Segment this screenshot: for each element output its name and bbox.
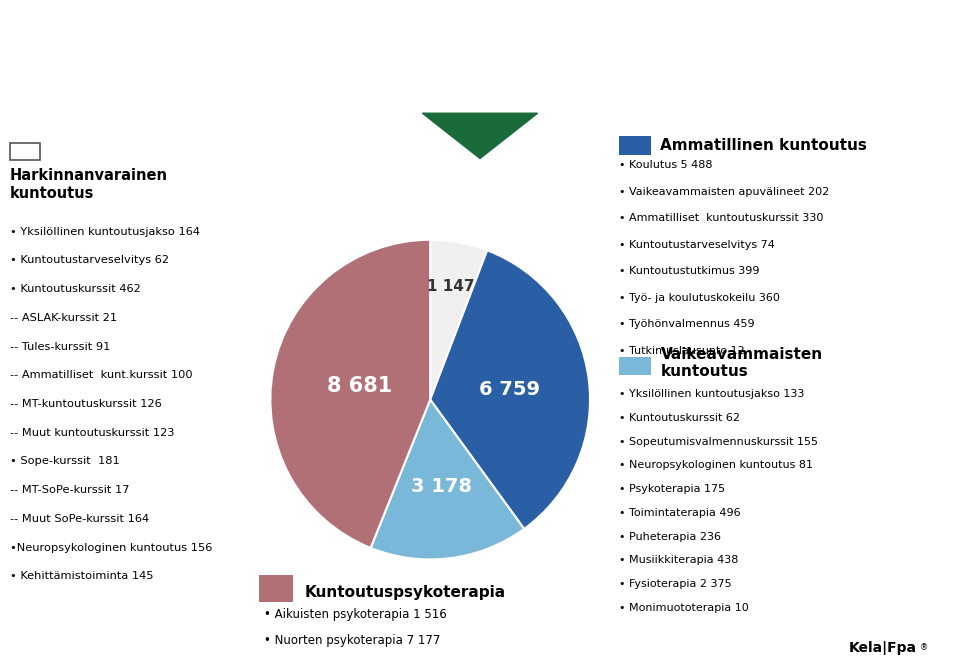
Text: -- MT-SoPe-kurssit 17: -- MT-SoPe-kurssit 17 (10, 486, 129, 496)
Wedge shape (271, 240, 430, 548)
Text: -- Muut kuntoutuskurssit 123: -- Muut kuntoutuskurssit 123 (10, 428, 174, 438)
Text: -- MT-kuntoutuskurssit 126: -- MT-kuntoutuskurssit 126 (10, 399, 161, 409)
Text: • Sope-kurssit  181: • Sope-kurssit 181 (10, 456, 119, 466)
Text: • Nuorten psykoterapia 7 177: • Nuorten psykoterapia 7 177 (264, 635, 441, 647)
Text: • Ammatilliset  kuntoutuskurssit 330: • Ammatilliset kuntoutuskurssit 330 (619, 213, 824, 223)
Text: • Kuntoutuskurssit 62: • Kuntoutuskurssit 62 (619, 413, 740, 423)
Text: • Sopeutumisvalmennuskurssit 155: • Sopeutumisvalmennuskurssit 155 (619, 437, 818, 447)
Text: • Työhönvalmennus 459: • Työhönvalmennus 459 (619, 320, 755, 330)
Text: -- Muut SoPe-kurssit 164: -- Muut SoPe-kurssit 164 (10, 514, 149, 524)
Text: 8 681: 8 681 (327, 376, 393, 396)
Text: • Kuntoutustarveselvitys 62: • Kuntoutustarveselvitys 62 (10, 255, 169, 265)
Text: 3 178: 3 178 (411, 478, 471, 496)
Text: 6 759: 6 759 (479, 380, 540, 398)
Text: • Vaikeavammaisten apuvälineet 202: • Vaikeavammaisten apuvälineet 202 (619, 186, 829, 196)
Text: • Tutkimuslausunto 12: • Tutkimuslausunto 12 (619, 346, 745, 356)
Text: -- Tules-kurssit 91: -- Tules-kurssit 91 (10, 342, 110, 352)
Text: -- Ammatilliset  kunt.kurssit 100: -- Ammatilliset kunt.kurssit 100 (10, 370, 192, 380)
FancyBboxPatch shape (619, 357, 651, 375)
Text: Harkinnanvarainen
kuntoutus: Harkinnanvarainen kuntoutus (10, 168, 168, 202)
Text: • Toimintaterapia 496: • Toimintaterapia 496 (619, 508, 741, 518)
Text: Kela|Fpa: Kela|Fpa (849, 641, 917, 655)
Text: • Kuntoutuskurssit 462: • Kuntoutuskurssit 462 (10, 284, 140, 294)
Text: • Yksilöllinen kuntoutusjakso 164: • Yksilöllinen kuntoutusjakso 164 (10, 226, 200, 236)
Text: -- ASLAK-kurssit 21: -- ASLAK-kurssit 21 (10, 313, 117, 323)
Text: • Kehittämistoiminta 145: • Kehittämistoiminta 145 (10, 571, 153, 581)
Text: • Fysioterapia 2 375: • Fysioterapia 2 375 (619, 579, 732, 589)
Text: • Monimuototerapia 10: • Monimuototerapia 10 (619, 603, 749, 613)
Polygon shape (422, 113, 538, 159)
Text: • Työ- ja koulutuskokeilu 360: • Työ- ja koulutuskokeilu 360 (619, 293, 780, 303)
Text: 1 147: 1 147 (427, 279, 475, 294)
Text: Kuntoutuksen saajat  ikäryhmässä 16-29 v: Kuntoutuksen saajat ikäryhmässä 16-29 v (162, 27, 798, 53)
Text: Vuosi 2013: Vuosi 2013 (398, 77, 562, 104)
Text: • Neuropsykologinen kuntoutus 81: • Neuropsykologinen kuntoutus 81 (619, 460, 813, 470)
Text: Vaikeavammaisten
kuntoutus: Vaikeavammaisten kuntoutus (660, 347, 823, 379)
Text: • Psykoterapia 175: • Psykoterapia 175 (619, 484, 726, 494)
Text: • Kuntoutustarveselvitys 74: • Kuntoutustarveselvitys 74 (619, 240, 775, 250)
Text: • Koulutus 5 488: • Koulutus 5 488 (619, 161, 712, 170)
Text: •Neuropsykologinen kuntoutus 156: •Neuropsykologinen kuntoutus 156 (10, 543, 212, 553)
Text: ®: ® (920, 643, 928, 652)
Text: • Puheterapia 236: • Puheterapia 236 (619, 531, 721, 541)
Text: Kuntoutuspsykoterapia: Kuntoutuspsykoterapia (304, 585, 506, 600)
FancyBboxPatch shape (10, 143, 40, 161)
Text: • Aikuisten psykoterapia 1 516: • Aikuisten psykoterapia 1 516 (264, 608, 446, 621)
FancyBboxPatch shape (259, 575, 293, 603)
Text: • Yksilöllinen kuntoutusjakso 133: • Yksilöllinen kuntoutusjakso 133 (619, 389, 804, 399)
FancyBboxPatch shape (619, 137, 651, 155)
Text: • Kuntoutustutkimus 399: • Kuntoutustutkimus 399 (619, 266, 759, 276)
Wedge shape (371, 400, 524, 559)
Text: • Musiikkiterapia 438: • Musiikkiterapia 438 (619, 555, 738, 565)
Wedge shape (430, 240, 487, 400)
Wedge shape (430, 250, 590, 529)
Text: Ammatillinen kuntoutus: Ammatillinen kuntoutus (660, 139, 867, 153)
